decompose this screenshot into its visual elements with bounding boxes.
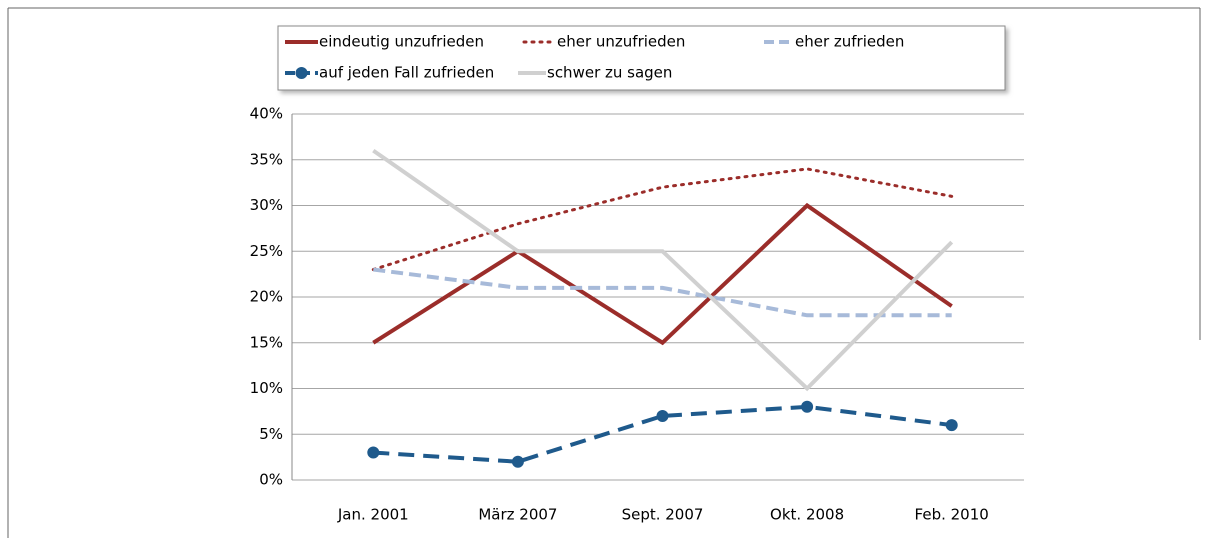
y-tick-label: 25%	[250, 242, 283, 260]
y-tick-label: 20%	[250, 288, 283, 306]
series-line	[373, 267, 952, 318]
x-tick-label: Okt. 2008	[770, 506, 844, 524]
x-tick-label: Feb. 2010	[915, 506, 989, 524]
legend-label: eher unzufrieden	[557, 33, 685, 51]
x-tick-label: Jan. 2001	[337, 506, 409, 524]
series-line	[372, 148, 954, 392]
point	[801, 400, 814, 413]
legend-box	[277, 25, 1006, 91]
point	[511, 455, 524, 468]
y-tick-label: 15%	[250, 333, 283, 351]
legend-label: eher zufrieden	[795, 33, 904, 51]
point	[945, 419, 958, 432]
point	[367, 446, 380, 459]
series-line	[371, 167, 954, 272]
y-tick-label: 35%	[250, 150, 283, 168]
y-tick-label: 0%	[259, 471, 283, 489]
legend-marker	[295, 67, 308, 79]
series-line	[373, 404, 952, 464]
series-line	[372, 202, 953, 346]
y-tick-label: 10%	[250, 379, 283, 397]
x-tick-label: Sept. 2007	[622, 506, 704, 524]
y-tick-label: 5%	[259, 425, 283, 443]
y-tick-label: 30%	[250, 196, 283, 214]
legend-label: eindeutig unzufrieden	[319, 33, 484, 51]
legend-label: schwer zu sagen	[547, 64, 672, 82]
legend-label: auf jeden Fall zufrieden	[319, 64, 494, 82]
x-tick-label: März 2007	[478, 506, 557, 524]
y-tick-label: 40%	[250, 105, 283, 123]
point	[656, 409, 669, 422]
